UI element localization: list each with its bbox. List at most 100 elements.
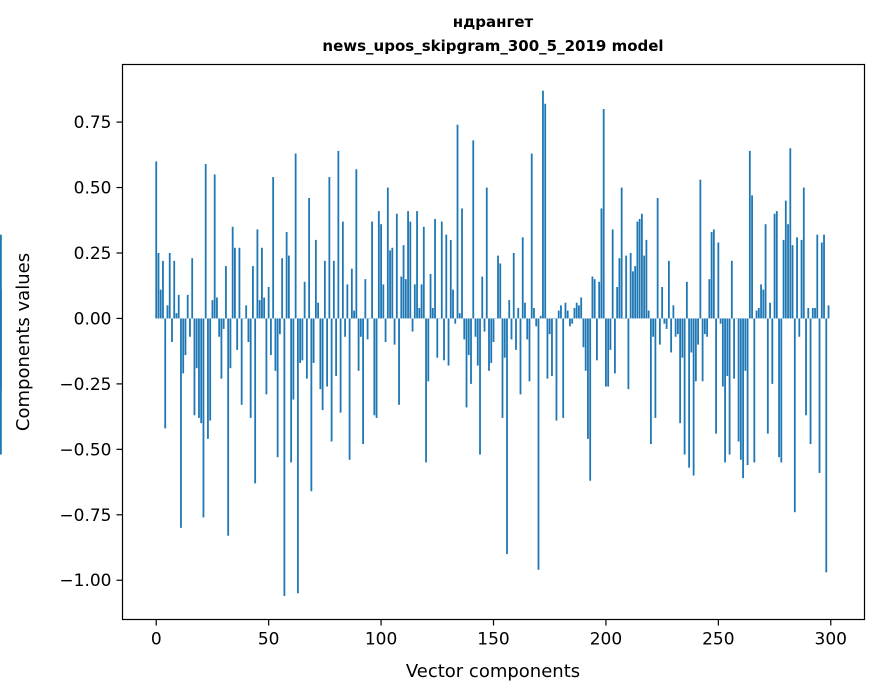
bar-50	[267, 287, 270, 319]
bar-11	[180, 318, 182, 528]
bar-72	[317, 302, 320, 319]
bar-27	[216, 297, 218, 319]
bar-65	[301, 318, 304, 361]
bar-152	[497, 255, 499, 319]
bar-292	[811, 307, 814, 319]
bar-104	[389, 250, 391, 319]
bar-68	[308, 198, 311, 319]
bar-189	[580, 297, 583, 319]
bar-223	[656, 198, 659, 319]
bar-235	[683, 318, 686, 455]
bar-295	[818, 318, 821, 473]
bar-275	[773, 213, 776, 319]
bar-91	[359, 318, 362, 337]
bar-14	[186, 294, 189, 319]
bar-270	[762, 289, 765, 319]
bar-43	[252, 266, 254, 319]
bar-250	[717, 242, 720, 319]
bar-7	[171, 318, 173, 342]
x-tick-label: 250	[702, 630, 734, 650]
bar-259	[737, 318, 740, 442]
bar-96	[371, 221, 373, 319]
bar-225	[661, 287, 664, 319]
bar-138	[465, 318, 468, 408]
bar-128	[443, 318, 445, 361]
bar-261	[742, 318, 744, 479]
bar-168	[533, 307, 535, 319]
bar-71	[314, 239, 317, 319]
bar-127	[440, 221, 443, 319]
bar-255	[728, 318, 731, 455]
bar-133	[454, 318, 457, 324]
bar-240	[694, 318, 697, 382]
bar-161	[517, 307, 520, 319]
bar-31	[225, 266, 227, 319]
bar-10	[177, 294, 180, 319]
bar-194	[591, 276, 594, 319]
bar-29	[220, 318, 223, 379]
bar-1	[157, 252, 160, 319]
bar-98	[375, 318, 378, 418]
bar-60	[290, 318, 293, 463]
bar-253	[724, 318, 726, 463]
bar-176	[551, 318, 553, 377]
bar-205	[616, 287, 619, 319]
bar-210	[627, 318, 630, 390]
bar-182	[564, 302, 567, 319]
bar-298	[825, 318, 828, 573]
bar-280	[784, 200, 787, 319]
bar-78	[330, 318, 333, 442]
bar-30	[222, 318, 225, 329]
bar-22	[204, 163, 207, 319]
bar-85	[346, 284, 349, 319]
bar-115	[413, 284, 416, 319]
bar-187	[575, 302, 578, 319]
bar-101	[382, 284, 385, 319]
bar-undefined	[0, 318, 2, 390]
bar-97	[373, 318, 376, 416]
x-tick-label: 0	[151, 630, 162, 650]
chart-subtitle: news_upos_skipgram_300_5_2019 model	[322, 37, 663, 55]
bar-273	[769, 302, 771, 319]
bar-12	[182, 318, 185, 374]
bar-134	[456, 124, 459, 319]
bar-64	[299, 318, 302, 363]
bar-79	[332, 260, 335, 319]
bar-248	[712, 229, 715, 319]
bar-269	[760, 284, 762, 319]
bar-241	[697, 318, 700, 345]
x-tick-label: 150	[477, 630, 509, 650]
bar-149	[490, 318, 493, 363]
bar-175	[548, 318, 551, 335]
bar-37	[238, 247, 241, 319]
bar-136	[461, 208, 463, 319]
bar-215	[638, 218, 641, 319]
bar-53	[274, 318, 277, 371]
bar-290	[807, 307, 810, 319]
bar-157	[508, 300, 511, 319]
bar-130	[447, 318, 450, 366]
bar-139	[467, 318, 470, 356]
bar-4	[164, 318, 167, 429]
bar-181	[562, 318, 565, 418]
bar-117	[418, 307, 421, 319]
bar-77	[328, 177, 331, 319]
bar-198	[600, 208, 603, 319]
x-axis-label: Vector components	[406, 661, 580, 682]
bar-169	[535, 318, 538, 327]
bar-203	[611, 229, 614, 319]
bar-282	[789, 148, 792, 319]
bar-281	[787, 224, 789, 319]
bar-9	[175, 313, 178, 319]
bar-83	[341, 221, 344, 319]
bar-148	[488, 318, 490, 371]
bar-207	[620, 187, 623, 319]
bar-52	[272, 177, 275, 319]
bar-211	[629, 252, 632, 319]
bar-49	[265, 318, 268, 395]
bar-228	[667, 260, 670, 319]
bar-191	[584, 318, 587, 371]
bar-70	[312, 318, 315, 363]
bar-59	[287, 255, 290, 319]
